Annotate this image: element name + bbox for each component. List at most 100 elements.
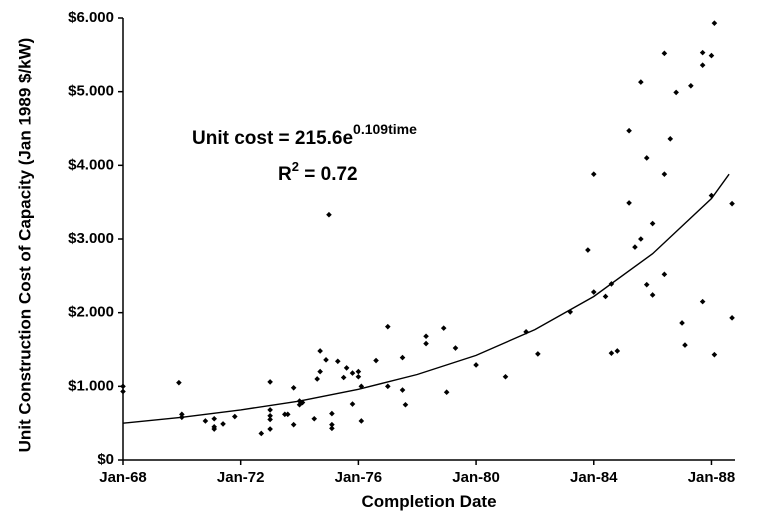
x-tick-label: Jan-76: [335, 469, 383, 486]
data-point: [296, 401, 303, 408]
data-point: [290, 385, 297, 391]
r-squared: R2 = 0.72: [278, 159, 358, 185]
data-point: [317, 348, 323, 354]
data-point: [267, 407, 273, 413]
data-point: [590, 289, 597, 295]
data-point: [626, 127, 632, 134]
data-point: [317, 368, 323, 375]
x-tick-label: Jan-68: [99, 469, 147, 486]
data-point: [399, 387, 406, 393]
data-point: [267, 416, 273, 423]
data-point: [423, 340, 429, 347]
data-point: [673, 89, 679, 96]
data-point: [349, 370, 356, 376]
r-squared-value: = 0.72: [299, 164, 358, 185]
y-tick-label: $4.000: [68, 156, 114, 173]
data-point: [535, 351, 541, 357]
data-point: [440, 325, 447, 331]
data-point: [590, 171, 597, 177]
data-point: [667, 136, 674, 142]
y-tick-label: $6.000: [68, 9, 114, 26]
x-tick-label: Jan-80: [452, 469, 500, 486]
data-point: [443, 389, 450, 396]
data-point: [220, 421, 226, 427]
data-point: [473, 362, 479, 368]
data-point: [258, 430, 265, 437]
data-point: [679, 320, 685, 326]
data-point: [329, 421, 335, 428]
y-tick-label: $2.000: [68, 304, 114, 321]
data-point: [661, 171, 668, 177]
y-axis-title: Unit Construction Cost of Capacity (Jan …: [15, 38, 34, 453]
x-tick-label: Jan-72: [217, 469, 265, 486]
data-point: [523, 329, 529, 335]
data-point: [649, 292, 656, 298]
data-point: [399, 354, 406, 361]
data-point: [402, 401, 409, 408]
equation-exponent: 0.109time: [353, 121, 417, 137]
x-tick-label: Jan-84: [570, 469, 618, 486]
data-point: [343, 365, 350, 371]
data-point: [211, 426, 218, 432]
data-point: [608, 350, 615, 356]
data-point: [638, 236, 644, 242]
data-point: [323, 357, 329, 363]
data-point: [649, 220, 656, 227]
data-point: [179, 411, 185, 418]
data-point: [120, 383, 126, 390]
data-point: [340, 374, 347, 381]
data-point: [708, 192, 715, 199]
data-point: [452, 345, 459, 351]
r-squared-power: 2: [292, 159, 299, 174]
data-point: [567, 309, 574, 315]
data-point: [314, 376, 320, 382]
equation-text: Unit cost = 215.6e: [192, 128, 353, 149]
data-point: [358, 418, 365, 424]
data-point: [626, 200, 632, 206]
data-point: [661, 50, 668, 57]
data-point: [211, 415, 218, 422]
data-point: [688, 82, 694, 89]
data-point: [699, 298, 706, 305]
data-point: [708, 52, 715, 59]
data-point: [120, 388, 126, 395]
data-point: [661, 271, 668, 278]
y-tick-label: $5.000: [68, 83, 114, 100]
data-point: [358, 383, 365, 390]
data-point: [502, 373, 509, 380]
data-point: [682, 342, 688, 348]
data-point: [290, 421, 297, 428]
data-point: [614, 348, 621, 354]
data-point: [643, 155, 650, 161]
data-point: [632, 244, 638, 250]
data-point: [711, 20, 718, 26]
data-point: [296, 398, 303, 404]
data-point: [299, 399, 306, 406]
data-point: [267, 379, 273, 385]
data-point: [373, 357, 379, 364]
data-point: [179, 414, 185, 421]
data-point: [729, 200, 735, 207]
data-point: [326, 211, 332, 218]
y-tick-label: $0: [97, 451, 114, 468]
data-point: [699, 49, 706, 56]
data-point: [385, 383, 391, 390]
data-point: [585, 247, 591, 253]
equation: Unit cost = 215.6e0.109time: [192, 121, 417, 149]
r-squared-symbol: R: [278, 164, 292, 185]
data-point: [267, 426, 273, 432]
data-point: [355, 373, 362, 380]
data-point: [202, 418, 209, 424]
data-point: [329, 410, 335, 417]
data-point: [711, 351, 718, 358]
data-point: [349, 401, 356, 407]
data-point: [608, 281, 615, 287]
data-point: [284, 411, 291, 418]
data-point: [638, 79, 644, 85]
data-point: [729, 315, 735, 321]
data-point: [267, 413, 273, 419]
x-tick-label: Jan-88: [688, 469, 736, 486]
data-point: [699, 62, 706, 68]
data-point: [643, 281, 650, 288]
